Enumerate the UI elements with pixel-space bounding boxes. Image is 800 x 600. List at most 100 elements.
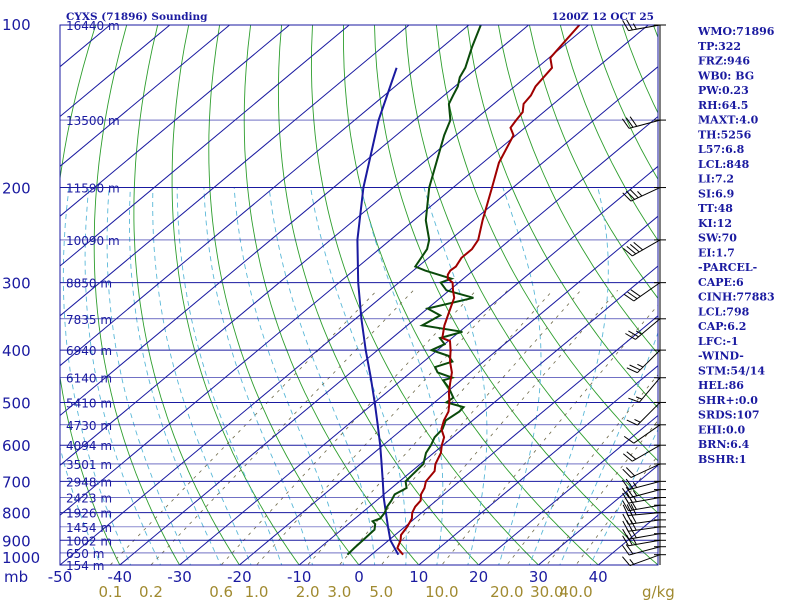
isotherm bbox=[358, 315, 658, 565]
wind-barb bbox=[622, 239, 666, 257]
index-value: SW:70 bbox=[698, 232, 737, 245]
moist-adiabat bbox=[84, 187, 162, 565]
height-label: 5410 m bbox=[66, 396, 112, 410]
index-value: CINH:77883 bbox=[698, 291, 775, 304]
mixing-ratio-tick-label: 20.0 bbox=[490, 583, 523, 600]
mixing-ratio-line bbox=[506, 374, 658, 565]
moist-adiabat bbox=[176, 187, 283, 565]
dry-adiabat bbox=[133, 25, 240, 565]
wind-barb bbox=[621, 116, 666, 129]
wind-barb bbox=[621, 486, 666, 499]
height-label: 2948 m bbox=[66, 475, 112, 489]
temperature-tick-label: -30 bbox=[167, 568, 192, 586]
index-value: FRZ:946 bbox=[698, 55, 750, 68]
pressure-tick-label: 200 bbox=[2, 180, 31, 198]
index-value: -WIND- bbox=[698, 350, 744, 363]
index-value: PW:0.23 bbox=[698, 84, 749, 97]
index-value: WB0: BG bbox=[697, 69, 754, 82]
index-value: L57:6.8 bbox=[698, 143, 745, 156]
dewpoint-trace bbox=[346, 25, 482, 556]
height-label: 4730 m bbox=[66, 419, 112, 433]
index-value: MAXT:4.0 bbox=[698, 114, 759, 127]
index-value: LCL:848 bbox=[698, 158, 750, 171]
mixing-ratio-line bbox=[150, 290, 414, 565]
temperature-tick-label: -20 bbox=[227, 568, 252, 586]
temperature-tick-label: 30 bbox=[529, 568, 548, 586]
height-label: 1926 m bbox=[66, 507, 112, 521]
wind-barb bbox=[621, 544, 666, 556]
isotherm bbox=[60, 25, 410, 317]
pressure-tick-label: 1000 bbox=[2, 549, 40, 567]
moist-adiabat bbox=[498, 187, 542, 565]
index-value: BSHR:1 bbox=[698, 453, 747, 466]
index-value: LFC:-1 bbox=[698, 335, 739, 348]
mixing-ratio-tick-label: 2.0 bbox=[296, 583, 320, 600]
pressure-tick-label: 800 bbox=[2, 505, 31, 523]
wind-barb bbox=[622, 534, 666, 547]
wind-barb bbox=[622, 187, 666, 202]
index-value: HEL:86 bbox=[698, 379, 744, 392]
pressure-tick-label: 300 bbox=[2, 275, 31, 293]
index-value: SHR+:0.0 bbox=[698, 394, 758, 407]
index-value: SRDS:107 bbox=[698, 409, 760, 422]
temperature-tick-label: 0 bbox=[354, 568, 364, 586]
moist-adiabat bbox=[60, 445, 102, 565]
isotherm bbox=[60, 25, 529, 417]
index-value: TT:48 bbox=[698, 202, 733, 215]
mixing-ratio-tick-label: 1.0 bbox=[245, 583, 269, 600]
height-label: 6140 m bbox=[66, 372, 112, 386]
pressure-tick-label: 400 bbox=[2, 342, 31, 360]
mixing-ratio-line bbox=[220, 290, 477, 565]
wind-barb bbox=[622, 463, 666, 478]
height-label: 650 m bbox=[66, 547, 104, 561]
index-value: CAP:6.2 bbox=[698, 320, 746, 333]
isotherm bbox=[60, 66, 658, 565]
wind-barb bbox=[622, 19, 666, 32]
index-value: TH:5256 bbox=[698, 128, 752, 141]
wind-barb bbox=[622, 444, 666, 462]
isotherm bbox=[60, 25, 230, 167]
isotherm bbox=[477, 414, 658, 565]
valid-time: 1200Z 12 OCT 25 bbox=[552, 11, 654, 23]
temperature-tick-label: 40 bbox=[589, 568, 608, 586]
dry-adiabat bbox=[60, 25, 121, 565]
height-label: 8850 m bbox=[66, 277, 112, 291]
wind-barb bbox=[622, 499, 666, 512]
index-value: CAPE:6 bbox=[698, 276, 744, 289]
sounding-profiles bbox=[346, 25, 581, 556]
isotherm bbox=[178, 165, 658, 565]
moist-adiabat bbox=[62, 187, 132, 565]
index-value: KI:12 bbox=[698, 217, 732, 230]
index-value: EI:1.7 bbox=[698, 246, 735, 259]
pressure-tick-label: 500 bbox=[2, 394, 31, 412]
moist-adiabat bbox=[203, 187, 313, 565]
mixing-ratio-tick-label: 0.1 bbox=[98, 583, 122, 600]
isotherm bbox=[60, 25, 470, 367]
index-value: TP:322 bbox=[698, 40, 741, 53]
isotherm bbox=[60, 25, 589, 466]
isotherm bbox=[60, 25, 290, 217]
wind-barb bbox=[626, 401, 666, 426]
moist-adiabats bbox=[60, 187, 658, 565]
isotherm bbox=[60, 25, 350, 267]
height-label: 4094 m bbox=[66, 439, 112, 453]
height-label: 13500 m bbox=[66, 114, 120, 128]
mixing-ratio-tick-label: 0.2 bbox=[139, 583, 163, 600]
moist-adiabat bbox=[233, 187, 344, 565]
moist-adiabat bbox=[129, 187, 222, 565]
height-label: 16440 m bbox=[66, 19, 120, 33]
mixing-ratio-line bbox=[546, 419, 658, 565]
height-label: 1454 m bbox=[66, 521, 112, 535]
index-value: LI:7.2 bbox=[698, 173, 734, 186]
pressure-tick-label: 900 bbox=[2, 532, 31, 550]
isotherm bbox=[238, 215, 658, 565]
mixing-ratio-tick-label: 30.0 bbox=[530, 583, 563, 600]
temperature-tick-label: 20 bbox=[469, 568, 488, 586]
mixing-ratio-unit-label: g/kg bbox=[642, 583, 675, 600]
dry-adiabat bbox=[171, 25, 300, 565]
mixing-ratio-line bbox=[380, 290, 618, 565]
wind-barb bbox=[625, 318, 666, 340]
height-label: 7835 m bbox=[66, 313, 112, 327]
index-value: WMO:71896 bbox=[697, 25, 775, 38]
